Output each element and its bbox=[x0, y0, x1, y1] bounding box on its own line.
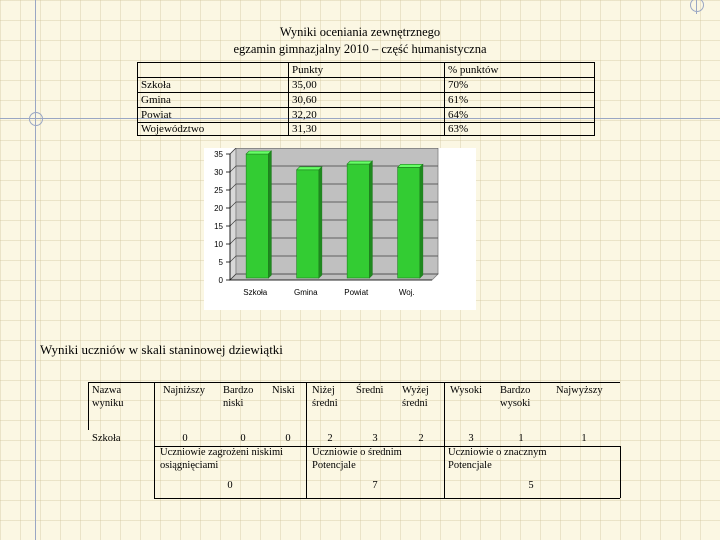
column-header: Wysoki bbox=[450, 385, 483, 396]
value-cell: 3 bbox=[372, 433, 378, 444]
y-tick-label: 35 bbox=[214, 150, 223, 159]
row-percent: 70% bbox=[448, 79, 469, 91]
table-row: Województwo 31,30 63% bbox=[138, 122, 594, 137]
y-tick-label: 5 bbox=[219, 258, 224, 267]
staninow-table: Nazwa wyniku Szkoła Najniższy Bardzo nis… bbox=[88, 382, 621, 499]
page-title-line1: Wyniki oceniania zewnętrznego bbox=[279, 25, 441, 39]
decorative-vertical-line bbox=[35, 0, 36, 540]
row-points: 32,20 bbox=[292, 109, 317, 121]
percent-header: % punktów bbox=[448, 64, 499, 76]
bar bbox=[245, 153, 269, 279]
bar-side bbox=[268, 150, 272, 279]
value-cell: 3 bbox=[468, 433, 474, 444]
table-row: Szkoła 35,00 70% bbox=[138, 78, 594, 93]
row-points: 30,60 bbox=[292, 94, 317, 106]
points-header: Punkty bbox=[292, 64, 324, 76]
bar-top bbox=[295, 166, 323, 171]
row-percent: 63% bbox=[448, 123, 469, 135]
decorative-circle bbox=[29, 112, 43, 126]
column-header: Bardzo wysoki bbox=[500, 385, 531, 409]
column-header: Niżej średni bbox=[312, 385, 338, 409]
decorative-horizontal-line bbox=[0, 118, 720, 119]
row-label-school: Szkoła bbox=[92, 433, 121, 444]
row-label: Gmina bbox=[141, 94, 171, 106]
page-title-line2: egzamin gimnazjalny 2010 – część humanis… bbox=[233, 42, 487, 56]
group-label: Uczniowie o znacznym Potencjale bbox=[448, 447, 547, 471]
bar-side bbox=[318, 166, 323, 279]
row-points: 35,00 bbox=[292, 79, 317, 91]
x-tick-label: Woj. bbox=[399, 288, 415, 297]
bar-side bbox=[419, 163, 424, 279]
results-bar-chart: 0 5 10 15 20 25 30 35 Szkoła Gmina Powiat Woj. bbox=[204, 148, 476, 310]
y-tick-label: 0 bbox=[219, 276, 224, 285]
value-cell: 2 bbox=[418, 433, 424, 444]
group-label: Uczniowie zagrożeni niskimi osiągnięciam… bbox=[160, 447, 284, 471]
y-tick-label: 30 bbox=[214, 168, 223, 177]
bar-top bbox=[396, 164, 424, 168]
y-tick-label: 10 bbox=[214, 240, 223, 249]
value-cell: 0 bbox=[285, 433, 291, 444]
group-total: 7 bbox=[372, 480, 378, 491]
x-tick-label: Gmina bbox=[294, 288, 318, 297]
table-row: Gmina 30,60 61% bbox=[138, 93, 594, 108]
bar-side bbox=[369, 160, 373, 279]
value-cell: 1 bbox=[581, 433, 587, 444]
y-tick-label: 15 bbox=[214, 222, 223, 231]
column-header: Wyżej średni bbox=[402, 385, 429, 409]
results-table-header-row: Punkty % punktów bbox=[138, 63, 594, 78]
column-header: Najwyższy bbox=[556, 385, 603, 396]
group-label: Uczniowie o średnim Potencjale bbox=[312, 447, 402, 471]
row-percent: 61% bbox=[448, 94, 469, 106]
column-header: Najniższy bbox=[163, 385, 205, 396]
x-tick-label: Powiat bbox=[344, 288, 369, 297]
value-cell: 2 bbox=[327, 433, 333, 444]
staninow-heading: Wyniki uczniów w skali staninowej dziewi… bbox=[40, 342, 283, 357]
bar bbox=[397, 167, 421, 279]
table-row: Powiat 32,20 64% bbox=[138, 108, 594, 123]
value-cell: 0 bbox=[182, 433, 188, 444]
column-header: Średni bbox=[356, 385, 384, 396]
row-label: Powiat bbox=[141, 109, 172, 121]
bar bbox=[346, 163, 370, 279]
row-points: 31,30 bbox=[292, 123, 317, 135]
results-table: Punkty % punktów Szkoła 35,00 70% Gmina … bbox=[137, 62, 595, 136]
value-cell: 1 bbox=[518, 433, 524, 444]
x-tick-label: Szkoła bbox=[243, 288, 268, 297]
y-tick-label: 25 bbox=[214, 186, 223, 195]
decorative-circle-top bbox=[690, 0, 704, 12]
y-tick-label: 20 bbox=[214, 204, 223, 213]
column-header: Bardzo niski bbox=[223, 385, 254, 409]
name-header: Nazwa wyniku bbox=[92, 385, 124, 409]
row-label: Szkoła bbox=[141, 79, 171, 91]
row-label: Województwo bbox=[141, 123, 205, 135]
bar-chart-svg: 0 5 10 15 20 25 30 35 Szkoła Gmina Powiat Woj. bbox=[214, 148, 439, 297]
row-percent: 64% bbox=[448, 109, 469, 121]
group-total: 0 bbox=[227, 480, 233, 491]
bar-top bbox=[346, 160, 374, 165]
group-total: 5 bbox=[528, 480, 534, 491]
bar-top bbox=[245, 150, 273, 155]
bar bbox=[296, 169, 320, 279]
side-wall bbox=[229, 148, 237, 281]
gridline bbox=[229, 148, 438, 155]
column-header: Niski bbox=[272, 385, 295, 396]
value-cell: 0 bbox=[240, 433, 246, 444]
